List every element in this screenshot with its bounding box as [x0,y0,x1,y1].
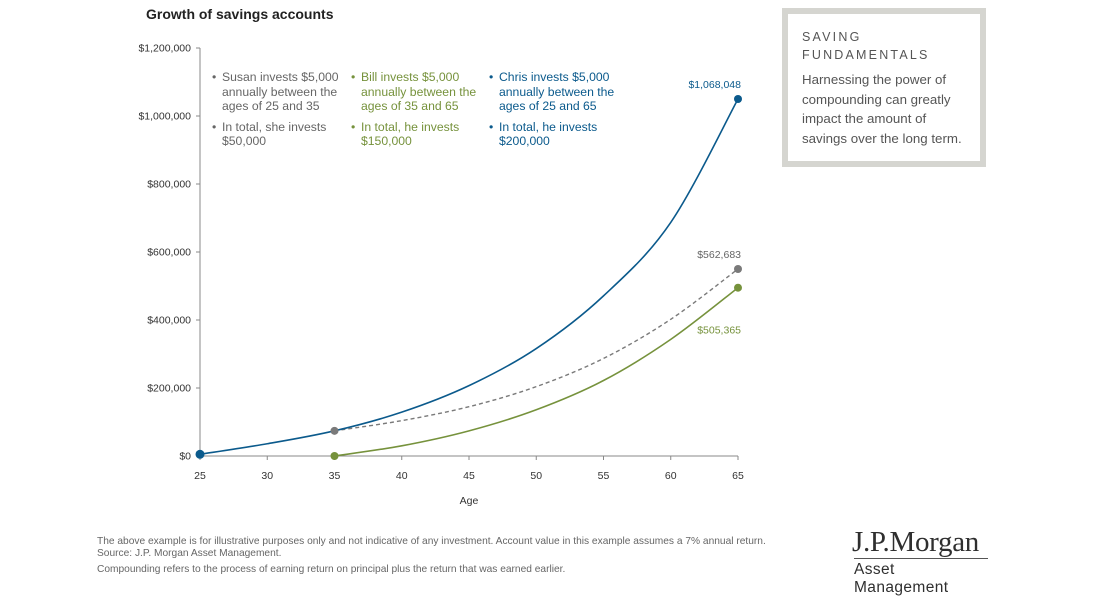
legend-bill-text-2: In total, he invests $150,000 [361,119,460,149]
series-markers [195,95,742,460]
x-tick-label: 55 [598,470,610,482]
logo-wordmark: J.P.Morgan [852,526,979,558]
legend-chris-item: • Chris invests $5,000 annually between t… [489,70,615,113]
y-tick-label: $400,000 [147,315,191,327]
legend-bill-item: • In total, he invests $150,000 [351,119,460,149]
bill-end-label: $505,365 [697,325,741,337]
x-tick-label: 45 [463,470,475,482]
legend-susan-text-2: In total, she invests $50,000 [222,119,327,149]
y-tick-label: $0 [179,451,191,463]
start-point-marker [195,449,205,459]
y-tick-label: $1,200,000 [138,43,191,55]
jpmorgan-logo: J.P.Morgan Asset Management [852,527,992,597]
susan-stop-marker [330,426,339,435]
y-tick-label: $200,000 [147,383,191,395]
series-line-bill [334,287,739,457]
x-tick-label: 35 [329,470,341,482]
bill-start-marker [330,452,339,460]
bill-end-marker [734,283,742,292]
axes: $0 $200,000 $400,000 $600,000 $800,000 $1,000… [138,43,744,508]
y-tick-label: $600,000 [147,247,191,259]
legend-chris-text-1: Chris invests $5,000 annually between th… [499,70,615,113]
legend-bill: • Bill invests $5,000 annually between th… [351,70,491,155]
susan-end-marker [734,265,742,273]
legend-susan: • Susan invests $5,000 annually between t… [212,70,352,155]
series-line-susan [334,268,739,432]
info-box-body: Harnessing the power of compounding can … [802,72,962,146]
footnotes: The above example is for illustrative pu… [97,536,766,575]
legend-susan-item: • Susan invests $5,000 annually between t… [212,70,339,113]
legend-bill-item: • Bill invests $5,000 annually between th… [351,70,477,113]
y-tick-label: $1,000,000 [138,111,191,123]
end-labels: $1,068,048 $562,683 $505,365 [688,79,741,337]
legend-chris-item: • In total, he invests $200,000 [489,119,598,149]
x-tick-label: 65 [732,470,744,482]
logo-subtitle: Asset Management [854,561,949,596]
x-tick-label: 30 [261,470,273,482]
x-axis-label: Age [460,495,479,507]
series-lines [199,98,739,457]
legend-chris: • Chris invests $5,000 annually between t… [489,70,629,155]
series-line-chris [199,98,739,456]
footnote-compounding: Compounding refers to the process of ear… [97,563,566,575]
legend-susan-item: • In total, she invests $50,000 [212,119,327,149]
saving-fundamentals-box: SAVING FUNDAMENTALS Harnessing the power… [782,8,986,167]
legend-susan-text-1: Susan invests $5,000 annually between th… [222,70,339,113]
susan-end-label: $562,683 [697,249,741,261]
footnote-disclaimer: The above example is for illustrative pu… [97,536,766,547]
legend-bill-text-1: Bill invests $5,000 annually between the… [361,70,477,113]
chart-title: Growth of savings accounts [146,6,334,22]
legend-chris-text-2: In total, he invests $200,000 [499,119,598,149]
x-tick-label: 25 [194,470,206,482]
chris-end-label: $1,068,048 [688,79,741,91]
info-box-heading: SAVING FUNDAMENTALS [802,30,930,62]
logo-divider [854,558,988,559]
footnote-source: Source: J.P. Morgan Asset Management. [97,547,282,559]
x-tick-label: 60 [665,470,677,482]
x-tick-label: 40 [396,470,408,482]
y-tick-label: $800,000 [147,179,191,191]
chris-end-marker [734,95,742,103]
x-tick-label: 50 [530,470,542,482]
